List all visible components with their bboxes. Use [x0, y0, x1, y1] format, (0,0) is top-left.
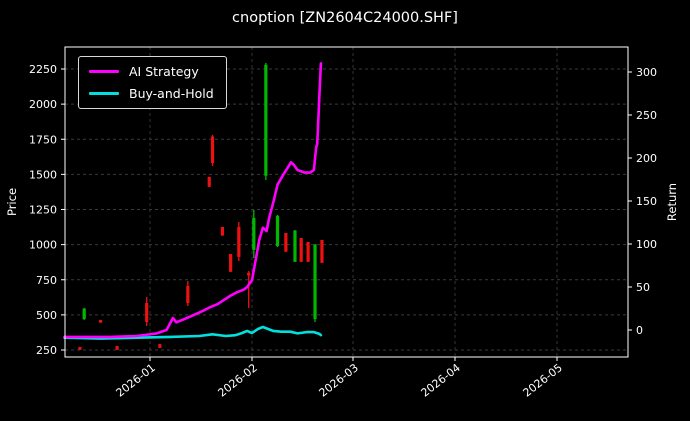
return-tick-label: 250: [636, 109, 657, 122]
candle-body: [264, 64, 268, 176]
candle-body: [210, 136, 215, 163]
candle-body: [186, 285, 190, 303]
date-tick-label: 2026-03: [317, 361, 361, 400]
price-tick-label: 1250: [29, 204, 57, 217]
return-tick-label: 200: [636, 152, 657, 165]
date-tick-label: 2026-02: [216, 361, 260, 400]
gridlines: [65, 47, 628, 357]
candle-body: [247, 272, 251, 276]
candle-body: [220, 226, 224, 236]
candle-body: [78, 347, 82, 350]
return-tick-label: 300: [636, 66, 657, 79]
price-tick-label: 2250: [29, 63, 57, 76]
candle-body: [207, 176, 211, 187]
price-tick-label: 1500: [29, 168, 57, 181]
return-tick-label: 150: [636, 195, 657, 208]
date-tick-label: 2026-01: [114, 361, 158, 400]
candle-body: [284, 232, 288, 252]
legend-item-buy-and-hold: Buy-and-Hold: [89, 86, 214, 101]
ai-strategy-swatch: [89, 70, 119, 73]
ai-strategy-line: [63, 62, 323, 339]
return-tick-label: 50: [636, 281, 650, 294]
price-tick-label: 1000: [29, 239, 57, 252]
legend: AI Strategy Buy-and-Hold: [78, 56, 227, 109]
return-tick-label: 0: [636, 324, 643, 337]
candlestick-series: [78, 62, 324, 350]
line-series: [63, 62, 323, 340]
price-tick-label: 500: [36, 309, 57, 322]
price-tick-label: 750: [36, 274, 57, 287]
candle-body: [299, 238, 303, 262]
date-tick-label: 2026-04: [419, 361, 463, 400]
candle-body: [237, 226, 241, 257]
candle-body: [99, 319, 103, 323]
candle-body: [313, 244, 317, 320]
price-tick-label: 250: [36, 344, 57, 357]
candle-body: [252, 217, 256, 250]
candle-body: [82, 308, 86, 320]
candle-body: [306, 241, 310, 262]
candle-body: [145, 302, 149, 323]
return-tick-label: 100: [636, 238, 657, 251]
price-tick-label: 1750: [29, 133, 57, 146]
date-tick-label: 2026-05: [521, 361, 565, 400]
chart-title: cnoption [ZN2604C24000.SHF]: [232, 10, 458, 26]
price-tick-label: 2000: [29, 98, 57, 111]
price-axis-label: Price: [5, 188, 19, 216]
legend-label: AI Strategy: [129, 64, 199, 79]
axis-ticks-and-labels: 250 500 750 1000 1250 1500 1750 2000 2250 0 50 100 1…: [29, 63, 657, 400]
candle-body: [158, 344, 162, 348]
legend-label: Buy-and-Hold: [129, 86, 214, 101]
candle-body: [115, 346, 119, 350]
buy-and-hold-line: [63, 325, 323, 340]
buy-and-hold-swatch: [89, 92, 119, 95]
return-axis-label: Return: [665, 183, 679, 221]
legend-item-ai-strategy: AI Strategy: [89, 64, 214, 79]
candle-body: [320, 239, 324, 263]
candle-body: [293, 230, 297, 262]
plot-area: [64, 46, 629, 358]
candle-body: [275, 215, 280, 247]
candle-body: [229, 254, 233, 272]
